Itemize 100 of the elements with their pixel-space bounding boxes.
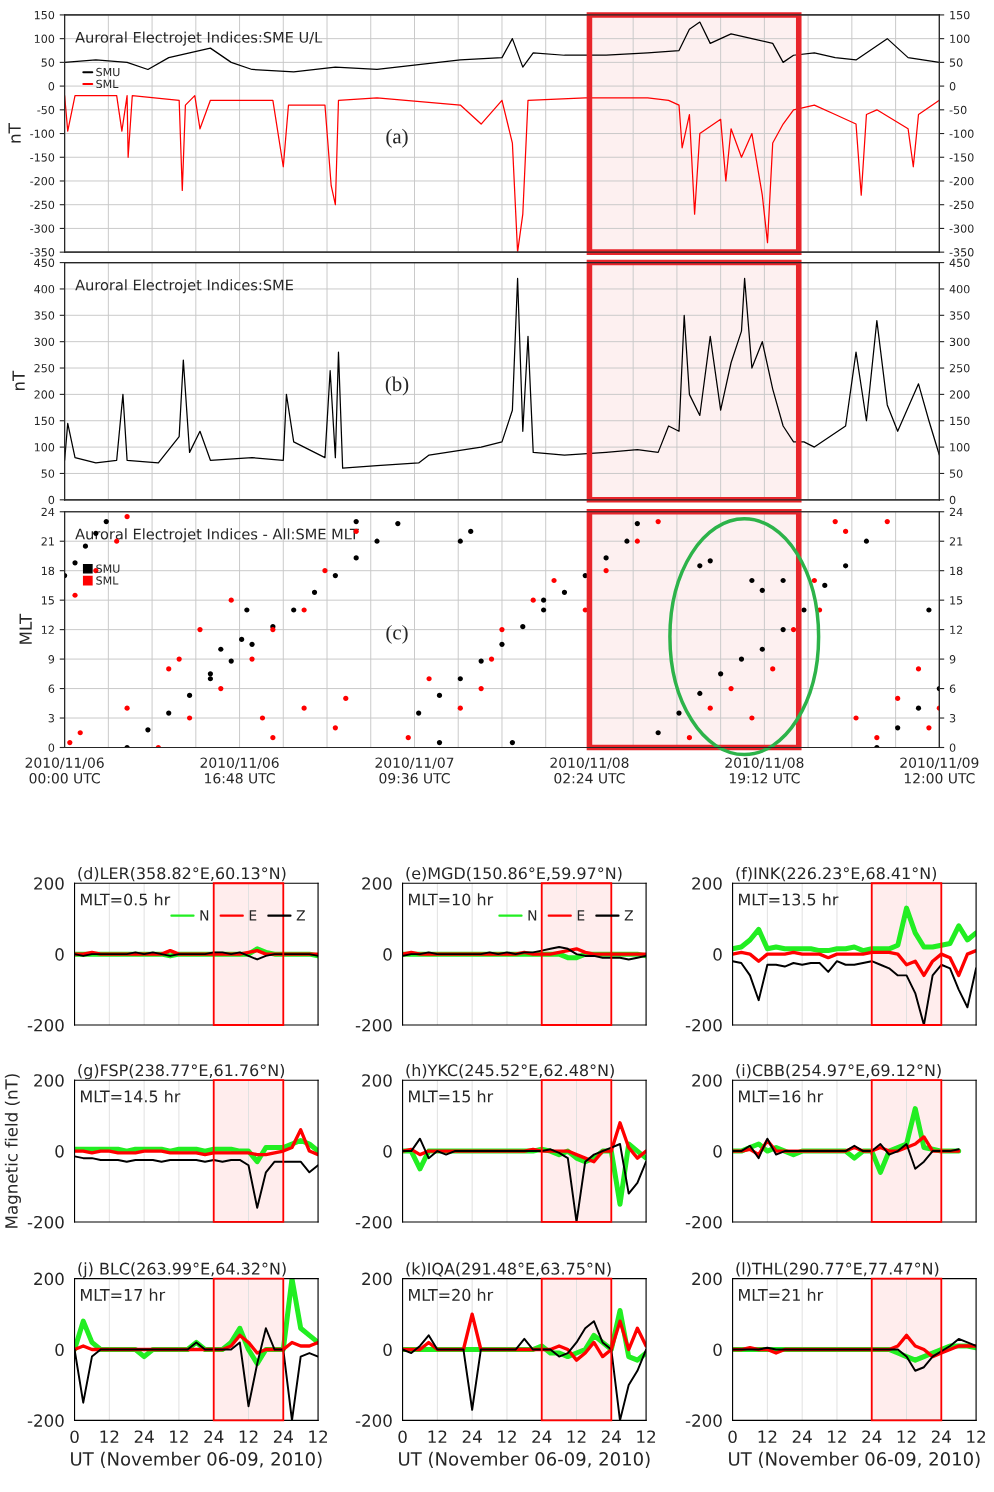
- x-tick-label: 12: [100, 1430, 119, 1443]
- x-tick-label: 2010/11/08 02:24 UTC: [550, 757, 629, 784]
- y-tick-label: 200: [34, 1272, 64, 1286]
- y-tick-label: -50: [37, 105, 55, 115]
- y-tick-label: 0: [713, 948, 722, 961]
- x-axis-title: UT (November 06-09, 2010): [729, 1451, 980, 1468]
- y-tick-label: 450: [34, 258, 55, 267]
- y-tick-label: 12: [41, 625, 54, 634]
- y-axis-title: MLT: [19, 613, 32, 644]
- y-tick-label: 0: [55, 1145, 64, 1158]
- y2-tick-label: 150: [950, 10, 970, 20]
- x-tick-label: 12: [239, 1430, 258, 1443]
- y-tick-label: 3: [48, 714, 54, 723]
- y2-tick-label: 0: [949, 743, 956, 752]
- x-tick-label: 12: [967, 1430, 986, 1443]
- annotation: MLT=17 hr: [80, 1288, 166, 1301]
- chart-title: (j) BLC(263.99°E,64.32°N): [78, 1262, 286, 1278]
- y-tick-label: 24: [41, 507, 55, 516]
- x-tick-label: 2010/11/07 09:36 UTC: [375, 757, 454, 784]
- annotation: MLT=10 hr: [409, 893, 494, 906]
- y2-tick-label: -150: [949, 153, 974, 162]
- y-tick-label: 350: [34, 311, 55, 320]
- y-tick-label: 200: [34, 1074, 64, 1087]
- y2-tick-label: 100: [950, 34, 970, 44]
- legend-label: SML: [96, 79, 119, 89]
- y2-tick-label: 100: [950, 443, 970, 452]
- y2-tick-label: 450: [949, 258, 970, 267]
- y-tick-label: 6: [48, 684, 55, 693]
- y2-tick-label: 350: [949, 311, 970, 320]
- y-tick-label: 0: [383, 1145, 392, 1158]
- legend-label: SML: [96, 576, 119, 585]
- x-tick-label: 12: [637, 1430, 656, 1443]
- y-tick-label: 200: [692, 1272, 722, 1286]
- y-tick-label: -200: [27, 1215, 64, 1229]
- y-axis-title: nT: [12, 370, 25, 391]
- legend-label: N: [528, 910, 537, 921]
- annotation: MLT=21 hr: [739, 1288, 824, 1301]
- y2-tick-label: -100: [949, 129, 974, 138]
- y2-tick-label: 400: [949, 284, 970, 294]
- y-tick-label: 200: [34, 390, 55, 399]
- y-tick-label: 0: [383, 1343, 392, 1357]
- x-tick-label: 24: [792, 1430, 812, 1443]
- y-tick-label: 50: [41, 469, 55, 478]
- x-tick-label: 12: [828, 1430, 846, 1443]
- y-tick-label: 100: [34, 34, 55, 44]
- y2-tick-label: 0: [949, 82, 956, 91]
- annotation: MLT=20 hr: [409, 1288, 494, 1301]
- y-tick-label: -200: [355, 1215, 392, 1229]
- y-tick-label: 0: [48, 743, 55, 752]
- x-tick-label: 24: [273, 1430, 293, 1443]
- y-tick-label: -200: [355, 1414, 392, 1427]
- chart-title: (h)YKC(245.52°E,62.48°N): [406, 1063, 614, 1079]
- y2-tick-label: 3: [949, 714, 956, 723]
- x-tick-label: 24: [134, 1430, 154, 1443]
- x-tick-label: 24: [204, 1430, 224, 1443]
- y2-tick-label: -50: [949, 105, 967, 115]
- y2-tick-label: 6: [949, 684, 956, 693]
- y2-tick-label: 24: [949, 507, 963, 516]
- annotation: MLT=13.5 hr: [739, 893, 839, 906]
- y-tick-label: 0: [55, 1343, 64, 1357]
- y2-tick-label: 12: [950, 625, 963, 634]
- chart-title: (d)LER(358.82°E,60.13°N): [78, 866, 286, 882]
- y-tick-label: 0: [48, 82, 55, 91]
- y-tick-label: 18: [41, 566, 55, 576]
- y-tick-label: -100: [30, 129, 55, 138]
- y2-tick-label: 50: [949, 469, 963, 478]
- y-tick-label: 200: [34, 877, 64, 890]
- y-tick-label: -200: [685, 1018, 722, 1032]
- x-tick-label: 12: [170, 1430, 188, 1443]
- chart-title: (i)CBB(254.97°E,69.12°N): [736, 1063, 941, 1079]
- x-tick-label: 0: [728, 1430, 737, 1444]
- y2-tick-label: 300: [949, 337, 970, 347]
- y-tick-label: 150: [34, 416, 55, 426]
- x-tick-label: 12: [897, 1430, 916, 1443]
- y-tick-label: 21: [41, 537, 54, 546]
- x-tick-label: 12: [428, 1430, 447, 1443]
- y2-tick-label: -300: [949, 224, 974, 233]
- x-tick-label: 2010/11/09 12:00 UTC: [900, 757, 979, 784]
- y-axis-title: nT: [8, 123, 21, 143]
- legend-label: SMU: [96, 67, 120, 77]
- y-tick-label: 200: [362, 1272, 392, 1286]
- annotation: MLT=15 hr: [409, 1090, 494, 1103]
- y-tick-label: -300: [30, 224, 55, 233]
- y-tick-label: 400: [34, 284, 55, 294]
- x-tick-label: 0: [398, 1430, 407, 1444]
- annotation: MLT=0.5 hr: [80, 893, 171, 906]
- y-tick-label: 15: [41, 596, 54, 605]
- y2-tick-label: -350: [949, 248, 974, 257]
- y-tick-label: 0: [713, 1343, 722, 1357]
- x-tick-label: 2010/11/06 16:48 UTC: [200, 757, 279, 784]
- y-tick-label: -200: [355, 1018, 392, 1032]
- chart-title: (g)FSP(238.77°E,61.76°N): [78, 1063, 285, 1080]
- legend-label: SMU: [96, 564, 120, 573]
- annotation: MLT=14.5 hr: [80, 1090, 181, 1103]
- x-axis-title: UT (November 06-09, 2010): [71, 1451, 322, 1468]
- y-tick-label: -350: [30, 248, 55, 257]
- y2-tick-label: -200: [949, 176, 974, 186]
- y-tick-label: 250: [34, 364, 55, 373]
- y-tick-label: 0: [383, 948, 392, 961]
- y-axis-title: Magnetic field (nT): [4, 1074, 21, 1228]
